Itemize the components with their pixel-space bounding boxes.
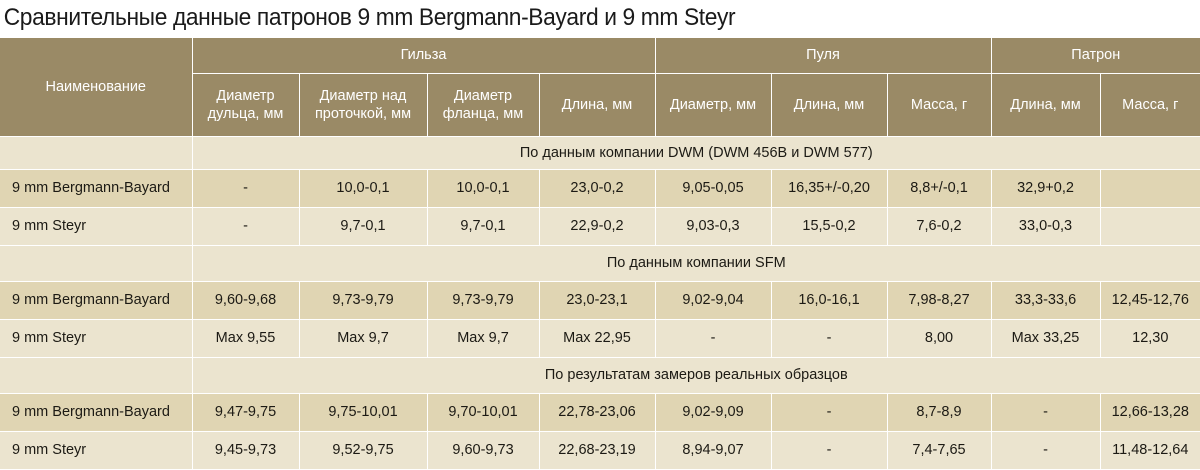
table-cell: - (192, 169, 300, 208)
table-cell: 9,73-9,79 (299, 281, 428, 320)
header-name: Наименование (0, 38, 193, 137)
table-cell: - (655, 319, 772, 358)
table-cell: 10,0-0,1 (299, 169, 428, 208)
section-label: По результатам замеров реальных образцов (192, 357, 1200, 394)
row-name: 9 mm Bergmann-Bayard (0, 393, 193, 432)
table-cell: 9,7-0,1 (427, 207, 540, 246)
table-cell: - (771, 393, 888, 432)
table-cell: - (991, 393, 1101, 432)
header-group-bullet: Пуля (655, 38, 992, 74)
table-cell: 23,0-0,2 (539, 169, 656, 208)
table-cell: 9,7-0,1 (299, 207, 428, 246)
table-cell: 9,73-9,79 (427, 281, 540, 320)
table-cell: - (771, 431, 888, 470)
section-label: По данным компании SFM (192, 245, 1200, 282)
section-label: По данным компании DWM (DWM 456B и DWM 5… (192, 136, 1200, 170)
table-cell: 33,0-0,3 (991, 207, 1101, 246)
table-cell: 12,66-13,28 (1100, 393, 1200, 432)
table-cell: 9,70-10,01 (427, 393, 540, 432)
header-col: Диаметр, мм (655, 73, 772, 137)
table-cell: 23,0-23,1 (539, 281, 656, 320)
table-cell: - (192, 207, 300, 246)
table-cell: 11,48-12,64 (1100, 431, 1200, 470)
table-cell: 7,6-0,2 (887, 207, 992, 246)
table-cell: 32,9+0,2 (991, 169, 1101, 208)
row-name: 9 mm Bergmann-Bayard (0, 169, 193, 208)
row-name: 9 mm Steyr (0, 207, 193, 246)
table-cell: 9,03-0,3 (655, 207, 772, 246)
section-spacer (0, 245, 193, 282)
table-cell: 8,7-8,9 (887, 393, 992, 432)
table-cell: - (771, 319, 888, 358)
section-spacer (0, 136, 193, 170)
table-cell: - (991, 431, 1101, 470)
table-cell: 9,05-0,05 (655, 169, 772, 208)
section-spacer (0, 357, 193, 394)
table-cell: Max 22,95 (539, 319, 656, 358)
header-col: Длина, мм (539, 73, 656, 137)
header-col: Диаметр фланца, мм (427, 73, 540, 137)
header-col: Диаметр дульца, мм (192, 73, 300, 137)
table-cell: 16,35+/-0,20 (771, 169, 888, 208)
row-name: 9 mm Bergmann-Bayard (0, 281, 193, 320)
table-cell: 22,68-23,19 (539, 431, 656, 470)
table-cell (1100, 207, 1200, 246)
row-name: 9 mm Steyr (0, 319, 193, 358)
header-col: Масса, г (887, 73, 992, 137)
table-cell: 7,4-7,65 (887, 431, 992, 470)
table-cell: Max 9,7 (299, 319, 428, 358)
table-cell: 8,94-9,07 (655, 431, 772, 470)
header-col: Длина, мм (991, 73, 1101, 137)
header-col: Диаметр над проточкой, мм (299, 73, 428, 137)
header-col: Масса, г (1100, 73, 1200, 137)
table-cell: Max 33,25 (991, 319, 1101, 358)
row-name: 9 mm Steyr (0, 431, 193, 470)
table-cell: 9,60-9,73 (427, 431, 540, 470)
table-cell: 16,0-16,1 (771, 281, 888, 320)
table-cell: 9,75-10,01 (299, 393, 428, 432)
table-cell: 33,3-33,6 (991, 281, 1101, 320)
header-col: Длина, мм (771, 73, 888, 137)
table-cell: Max 9,55 (192, 319, 300, 358)
table-cell: Max 9,7 (427, 319, 540, 358)
table-cell: 8,8+/-0,1 (887, 169, 992, 208)
table-cell (1100, 169, 1200, 208)
table-cell: 7,98-8,27 (887, 281, 992, 320)
table-cell: 12,30 (1100, 319, 1200, 358)
table-cell: 9,45-9,73 (192, 431, 300, 470)
table-cell: 9,47-9,75 (192, 393, 300, 432)
table-cell: 9,02-9,09 (655, 393, 772, 432)
table-cell: 22,9-0,2 (539, 207, 656, 246)
table-cell: 8,00 (887, 319, 992, 358)
cartridge-comparison-table: Наименование Гильза Пуля Патрон Диаметр … (0, 38, 1200, 470)
table-cell: 15,5-0,2 (771, 207, 888, 246)
table-cell: 22,78-23,06 (539, 393, 656, 432)
table-cell: 12,45-12,76 (1100, 281, 1200, 320)
header-group-cartridge: Патрон (991, 38, 1200, 74)
table-cell: 9,60-9,68 (192, 281, 300, 320)
page-title: Сравнительные данные патронов 9 mm Bergm… (3, 4, 736, 31)
table-cell: 9,02-9,04 (655, 281, 772, 320)
table-cell: 10,0-0,1 (427, 169, 540, 208)
table-cell: 9,52-9,75 (299, 431, 428, 470)
header-group-case: Гильза (192, 38, 656, 74)
